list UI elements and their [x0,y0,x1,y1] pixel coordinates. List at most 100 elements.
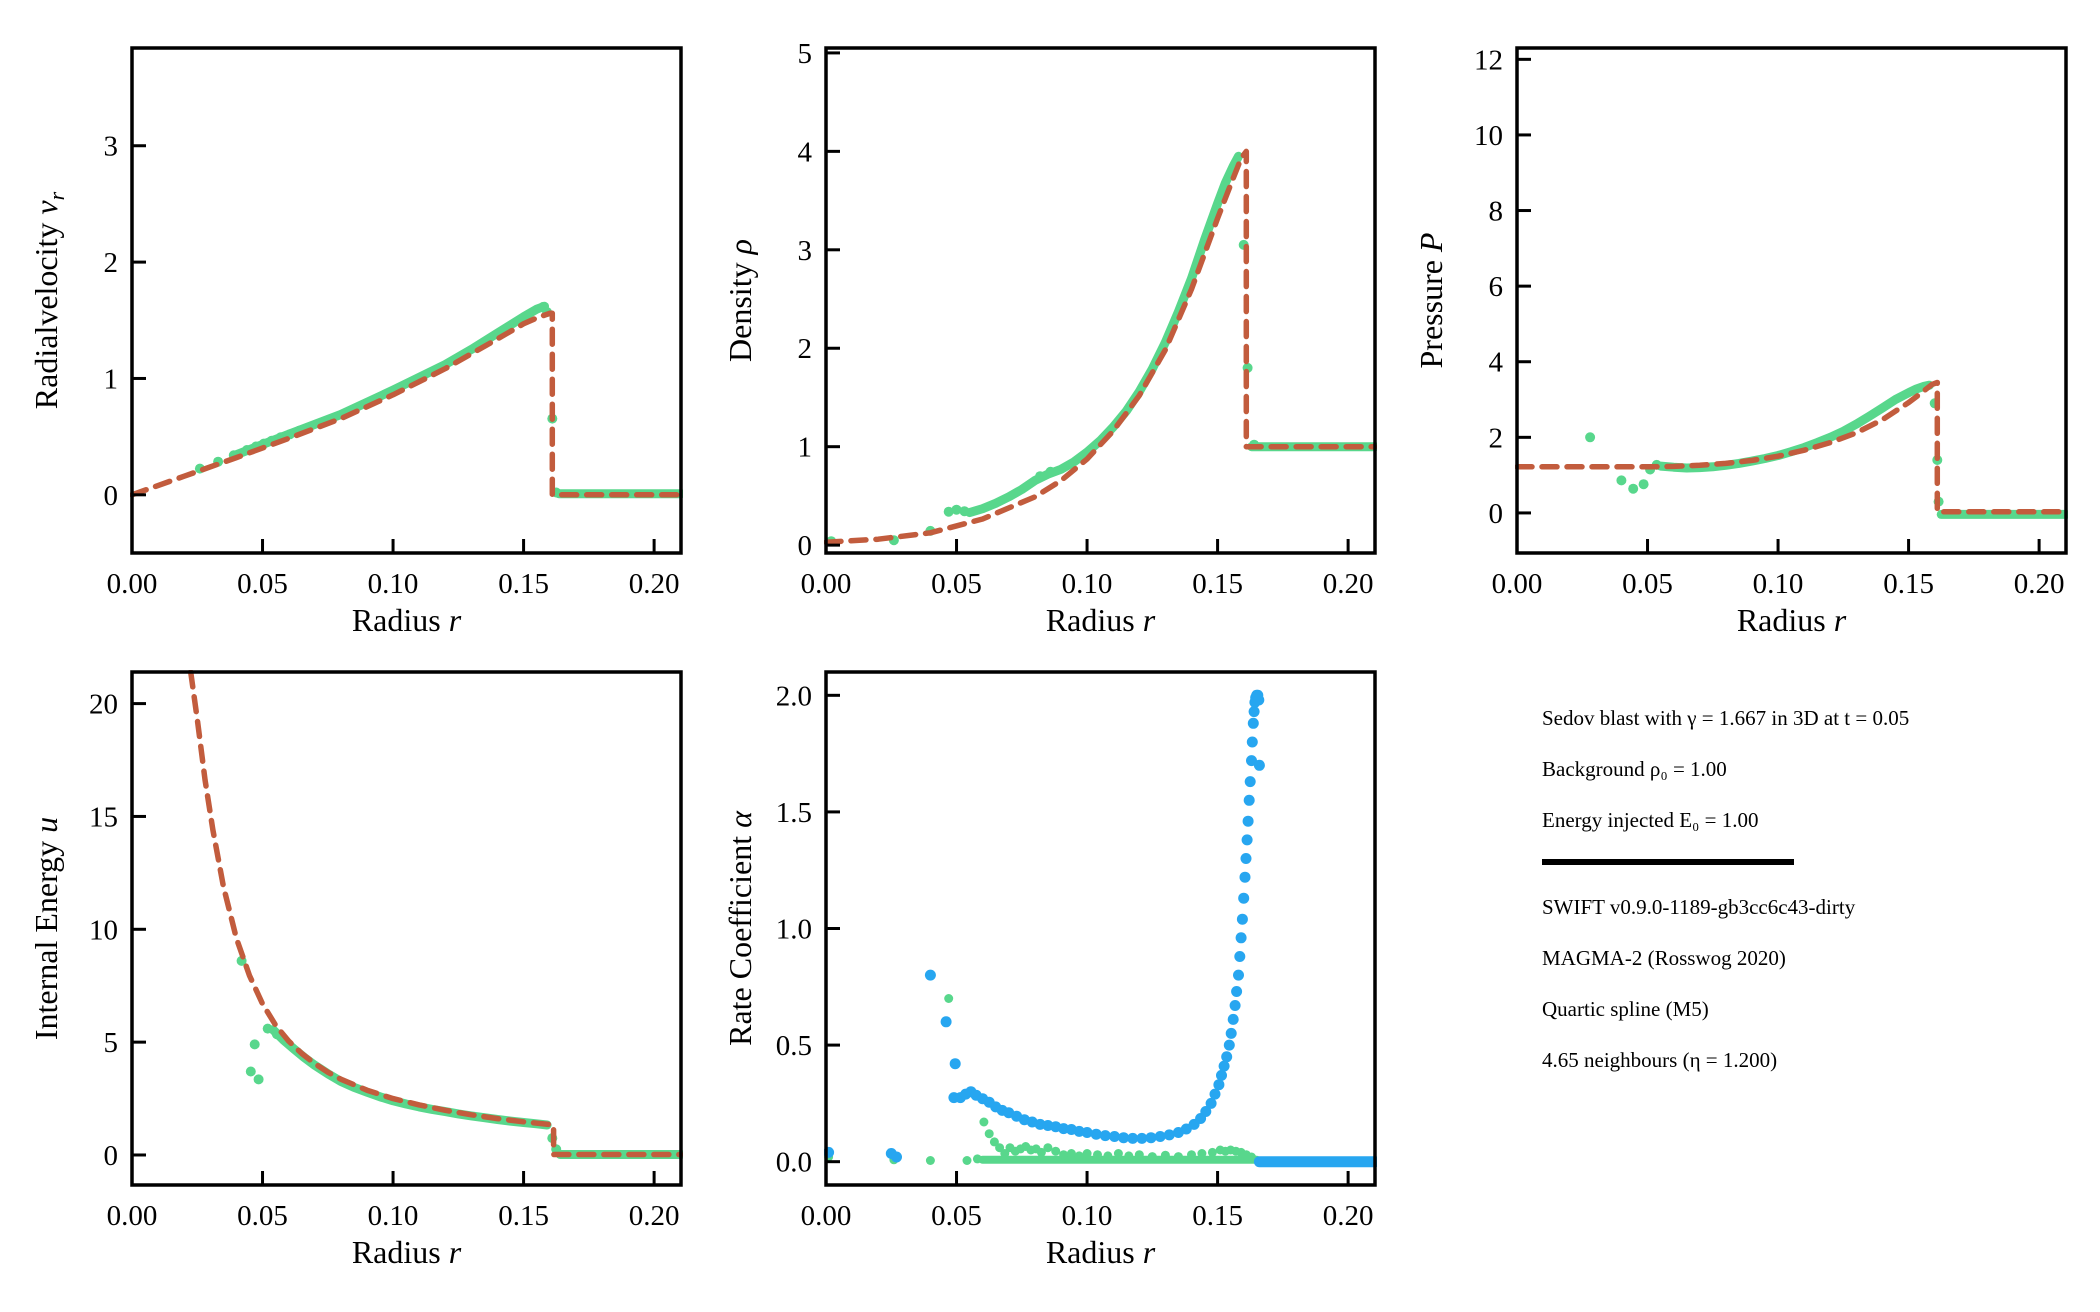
data-point [1082,1149,1092,1158]
series-analytic-solution [187,670,683,1158]
data-point [1034,1118,1046,1130]
data-point [1221,1051,1233,1063]
data-point [1241,834,1253,846]
data-point [1249,439,1260,450]
data-point [1235,932,1247,944]
data-point [1226,1145,1236,1155]
data-point [1213,1079,1225,1091]
thick-line [1656,380,1934,473]
y-axis: 0 1 2 3 [104,131,146,512]
axes-frame [824,670,1377,1187]
data-point [1216,1069,1227,1081]
data-point [1240,853,1252,864]
x-tick-label: 0.20 [629,568,680,600]
series-simulation-dense [268,1025,552,1130]
data-point [1231,986,1243,997]
data-point [1223,1039,1235,1051]
y-tick-label: 2 [1489,422,1504,454]
data-point [1011,1110,1023,1122]
data-point [1225,1027,1237,1039]
data-point [249,1039,260,1050]
y-axis: 0.0 0.5 1.0 1.5 2.0 [776,680,840,1179]
x-tick-label: 0.20 [2014,568,2065,600]
data-point [996,1104,1008,1116]
data-point [1103,1151,1113,1161]
data-point [1003,1107,1015,1119]
y-axis-label: Internal Energy u [28,817,64,1040]
x-tick-label: 0.20 [629,1200,680,1232]
x-tick-label: 0.05 [931,568,982,600]
series-analytic-solution [824,148,1377,545]
data-point [547,413,558,424]
data-point [1929,398,1940,409]
y-axis-label: Radialvelocity vr [28,191,69,409]
data-point [943,506,954,517]
dashed-line [130,310,683,498]
y-tick-label: 4 [1489,347,1504,379]
data-point [990,1101,1002,1113]
y-axis-label: Density ρ [722,239,758,362]
data-point [1021,1142,1031,1151]
data-point [1134,1150,1144,1160]
data-point [960,1088,972,1100]
y-tick-label: 1.5 [776,797,812,829]
data-point [1035,471,1046,482]
y-tick-label: 3 [104,131,119,163]
y-tick-label: 10 [1474,120,1503,152]
plot-area [824,689,1377,1168]
y-tick-label: 3 [798,235,813,267]
data-point [1073,1125,1085,1137]
x-tick-label: 0.00 [1492,568,1543,600]
data-point [1227,1013,1239,1025]
series-analytic-solution [1515,379,2068,515]
data-point [1066,1149,1076,1158]
data-point [1933,496,1944,507]
series-simulation-dense [1656,380,1934,473]
data-point [271,1029,282,1040]
data-point [1215,1145,1225,1155]
data-point [1187,1150,1196,1160]
data-point [258,438,269,449]
data-point [284,429,295,440]
data-point [1081,1127,1093,1138]
data-point [1236,913,1248,925]
data-point [1248,706,1260,718]
data-point [1147,1152,1157,1162]
x-axis: 0.00 0.05 0.10 0.15 0.20 [107,1171,680,1232]
data-point [970,1089,982,1101]
y-tick-label: 5 [798,38,813,70]
data-point [1093,1150,1102,1160]
y-tick-label: 4 [798,136,813,168]
y-axis-label: Rate Coefficient α [722,810,758,1046]
data-point [245,1066,256,1077]
data-point [924,969,936,981]
x-axis-label: Radius r [1737,602,1847,638]
x-tick-label: 0.20 [1323,1200,1374,1232]
data-point [824,1146,835,1158]
x-axis-label: Radius r [352,602,462,638]
data-point [1099,1130,1111,1142]
series-simulation-particles [236,955,562,1155]
info-line-kernel: Quartic spline (M5) [1542,997,1709,1021]
y-tick-label: 0.5 [776,1030,812,1062]
data-point [251,441,261,452]
data-point [1180,1123,1192,1135]
axes-frame [130,670,683,1187]
y-axis-label: Pressure P [1413,233,1449,369]
x-tick-label: 0.10 [1062,568,1113,600]
data-point [965,1086,977,1098]
y-tick-label: 2.0 [776,680,812,712]
data-point [1238,239,1249,250]
data-point [241,445,252,455]
data-point [1246,736,1258,748]
data-point [1058,1123,1070,1135]
data-point [925,1156,935,1165]
y-tick-label: 1 [104,363,119,395]
y-tick-label: 0 [798,530,813,562]
series-simulation-dense [965,151,1243,518]
y-tick-label: 2 [104,247,119,279]
